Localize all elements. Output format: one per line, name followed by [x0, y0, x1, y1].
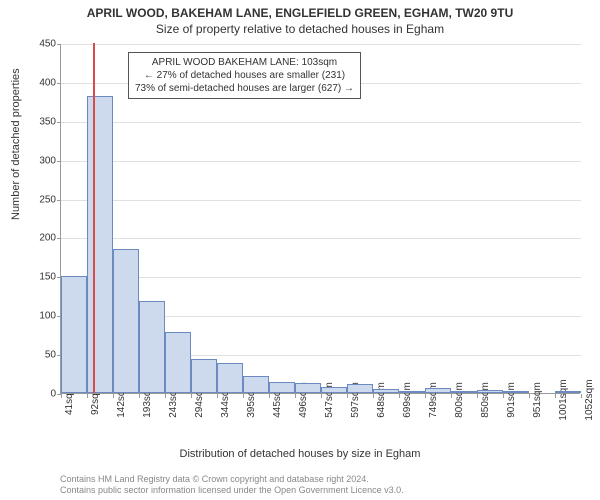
- xtick-label: 648sqm: [376, 382, 387, 418]
- histogram-bar: [295, 383, 321, 393]
- annotation-line1: APRIL WOOD BAKEHAM LANE: 103sqm: [135, 56, 354, 69]
- xtick-mark: [399, 394, 400, 398]
- ytick-label: 50: [24, 350, 56, 361]
- grid-line: [61, 277, 581, 278]
- grid-line: [61, 238, 581, 239]
- xtick-mark: [113, 394, 114, 398]
- ytick-mark: [57, 200, 61, 201]
- histogram-bar: [165, 332, 191, 393]
- xtick-mark: [347, 394, 348, 398]
- xtick-mark: [61, 394, 62, 398]
- histogram-bar: [243, 376, 269, 393]
- xtick-mark: [581, 394, 582, 398]
- xtick-mark: [191, 394, 192, 398]
- ytick-label: 400: [24, 77, 56, 88]
- histogram-bar: [477, 390, 503, 393]
- histogram-bar: [425, 388, 451, 393]
- histogram-bar: [87, 96, 113, 393]
- ytick-label: 0: [24, 389, 56, 400]
- ytick-label: 150: [24, 272, 56, 283]
- ytick-label: 350: [24, 116, 56, 127]
- histogram-bar: [217, 363, 243, 393]
- ytick-label: 300: [24, 155, 56, 166]
- footnote: Contains HM Land Registry data © Crown c…: [60, 474, 404, 496]
- histogram-bar: [451, 391, 477, 393]
- xtick-mark: [165, 394, 166, 398]
- xtick-mark: [87, 394, 88, 398]
- grid-line: [61, 122, 581, 123]
- xtick-mark: [451, 394, 452, 398]
- ytick-mark: [57, 44, 61, 45]
- xtick-mark: [555, 394, 556, 398]
- histogram-bar: [61, 276, 87, 393]
- xtick-label: 1052sqm: [584, 379, 595, 420]
- xtick-label: 850sqm: [480, 382, 491, 418]
- chart-area: 41sqm92sqm142sqm193sqm243sqm294sqm344sqm…: [60, 44, 580, 394]
- grid-line: [61, 161, 581, 162]
- grid-line: [61, 44, 581, 45]
- ytick-label: 100: [24, 311, 56, 322]
- annotation-line3: 73% of semi-detached houses are larger (…: [135, 82, 354, 95]
- chart-title-address: APRIL WOOD, BAKEHAM LANE, ENGLEFIELD GRE…: [0, 0, 600, 20]
- histogram-bar: [373, 389, 399, 393]
- ytick-mark: [57, 161, 61, 162]
- ytick-label: 250: [24, 194, 56, 205]
- x-axis-label: Distribution of detached houses by size …: [0, 448, 600, 460]
- xtick-label: 901sqm: [506, 382, 517, 418]
- xtick-mark: [477, 394, 478, 398]
- xtick-mark: [529, 394, 530, 398]
- xtick-label: 699sqm: [402, 382, 413, 418]
- xtick-mark: [269, 394, 270, 398]
- ytick-label: 450: [24, 39, 56, 50]
- xtick-mark: [503, 394, 504, 398]
- footnote-line2: Contains public sector information licen…: [60, 485, 404, 496]
- histogram-bar: [347, 384, 373, 393]
- xtick-mark: [295, 394, 296, 398]
- histogram-bar: [191, 359, 217, 393]
- xtick-mark: [139, 394, 140, 398]
- xtick-mark: [217, 394, 218, 398]
- ytick-mark: [57, 122, 61, 123]
- grid-line: [61, 200, 581, 201]
- xtick-label: 951sqm: [532, 382, 543, 418]
- histogram-bar: [503, 391, 529, 393]
- histogram-bar: [321, 387, 347, 393]
- chart-container: APRIL WOOD, BAKEHAM LANE, ENGLEFIELD GRE…: [0, 0, 600, 500]
- histogram-bar: [113, 249, 139, 393]
- xtick-mark: [243, 394, 244, 398]
- xtick-mark: [425, 394, 426, 398]
- xtick-label: 1001sqm: [558, 379, 569, 420]
- ytick-mark: [57, 83, 61, 84]
- histogram-bar: [139, 301, 165, 393]
- annotation-box: APRIL WOOD BAKEHAM LANE: 103sqm ← 27% of…: [128, 52, 361, 99]
- histogram-bar: [269, 382, 295, 393]
- xtick-mark: [321, 394, 322, 398]
- chart-title-sub: Size of property relative to detached ho…: [0, 20, 600, 36]
- ytick-label: 200: [24, 233, 56, 244]
- xtick-label: 800sqm: [454, 382, 465, 418]
- annotation-line2: ← 27% of detached houses are smaller (23…: [135, 69, 354, 82]
- property-marker-line: [93, 43, 95, 393]
- histogram-bar: [399, 391, 425, 393]
- xtick-mark: [373, 394, 374, 398]
- histogram-bar: [555, 391, 581, 393]
- y-axis-label: Number of detached properties: [10, 68, 22, 220]
- footnote-line1: Contains HM Land Registry data © Crown c…: [60, 474, 404, 485]
- ytick-mark: [57, 238, 61, 239]
